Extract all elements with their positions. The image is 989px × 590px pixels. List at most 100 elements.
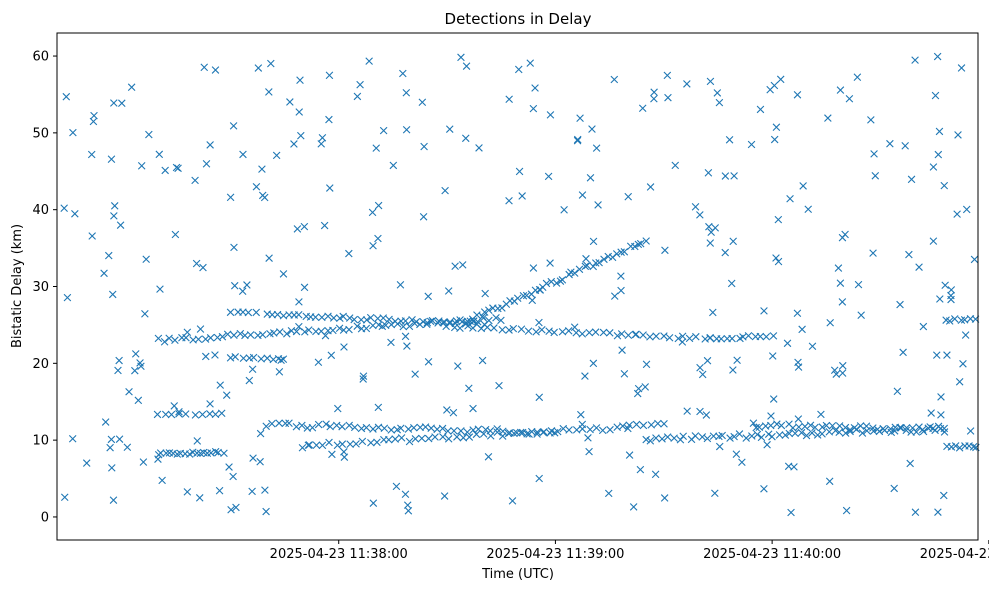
detection-marker bbox=[391, 317, 399, 326]
detection-marker bbox=[654, 419, 662, 428]
detection-marker bbox=[483, 323, 492, 332]
detection-marker bbox=[715, 442, 724, 451]
detection-marker bbox=[277, 356, 285, 364]
detection-marker bbox=[439, 433, 447, 441]
detection-marker bbox=[276, 328, 284, 336]
detection-marker bbox=[783, 339, 792, 348]
detection-marker bbox=[321, 331, 330, 340]
detection-marker bbox=[845, 94, 854, 103]
detection-marker bbox=[412, 318, 421, 326]
detection-marker bbox=[226, 354, 235, 362]
detection-marker bbox=[183, 328, 192, 337]
detection-marker bbox=[578, 330, 587, 338]
detection-marker bbox=[729, 366, 737, 374]
detection-marker bbox=[118, 99, 126, 108]
detection-marker bbox=[838, 369, 847, 377]
detection-marker bbox=[196, 325, 205, 333]
detection-marker bbox=[893, 387, 902, 396]
detection-marker bbox=[535, 393, 544, 402]
detection-marker bbox=[369, 241, 377, 250]
detection-marker bbox=[297, 131, 305, 140]
detection-marker bbox=[706, 239, 715, 247]
detection-marker bbox=[389, 161, 398, 170]
detection-marker bbox=[475, 144, 483, 152]
detection-marker bbox=[589, 262, 598, 271]
detection-marker bbox=[634, 240, 643, 249]
detection-marker bbox=[116, 221, 125, 229]
detection-marker bbox=[535, 474, 543, 483]
detection-marker bbox=[441, 186, 449, 195]
detection-marker bbox=[229, 472, 237, 481]
detection-marker bbox=[594, 201, 602, 209]
detection-marker bbox=[742, 434, 750, 442]
detection-marker bbox=[444, 287, 453, 295]
detection-marker bbox=[850, 424, 859, 432]
detection-marker bbox=[839, 361, 847, 370]
detection-marker bbox=[642, 360, 651, 369]
detection-marker bbox=[380, 424, 389, 433]
detection-marker bbox=[513, 429, 521, 437]
detection-marker bbox=[449, 408, 458, 417]
detection-marker bbox=[661, 246, 669, 255]
detection-marker bbox=[206, 334, 215, 342]
detection-marker bbox=[326, 422, 334, 431]
detection-marker bbox=[678, 338, 687, 346]
detection-marker bbox=[818, 423, 827, 431]
detection-marker bbox=[934, 150, 943, 159]
detection-marker bbox=[762, 332, 771, 341]
detection-marker bbox=[940, 428, 949, 436]
detection-marker bbox=[838, 298, 847, 306]
x-tick-label: 2025-04-23 11:39:00 bbox=[486, 547, 624, 562]
detection-marker bbox=[941, 281, 949, 290]
detection-marker bbox=[265, 254, 273, 262]
detection-marker bbox=[423, 320, 431, 329]
detection-marker bbox=[631, 330, 640, 339]
detection-marker bbox=[646, 437, 655, 445]
detection-marker bbox=[515, 167, 524, 176]
y-tick-label: 10 bbox=[32, 434, 49, 449]
detection-marker bbox=[890, 484, 898, 493]
detection-marker bbox=[636, 465, 645, 474]
detection-marker bbox=[873, 425, 882, 434]
detection-marker bbox=[396, 281, 405, 289]
detection-marker bbox=[206, 141, 214, 149]
detection-marker bbox=[279, 355, 288, 363]
detection-marker bbox=[955, 377, 964, 386]
detection-marker bbox=[931, 426, 939, 435]
detection-marker bbox=[753, 430, 762, 439]
detection-marker bbox=[553, 427, 562, 436]
detection-marker bbox=[896, 423, 904, 432]
detection-marker bbox=[444, 435, 453, 443]
detection-marker bbox=[931, 91, 940, 100]
detection-marker bbox=[104, 251, 113, 260]
detection-marker bbox=[862, 422, 871, 430]
detection-marker bbox=[728, 334, 736, 343]
detection-marker bbox=[756, 332, 765, 341]
detection-marker bbox=[155, 150, 164, 159]
detection-marker bbox=[564, 327, 573, 335]
detection-marker bbox=[68, 434, 77, 443]
detection-marker bbox=[747, 140, 756, 149]
detection-marker bbox=[211, 410, 220, 419]
detection-marker bbox=[578, 420, 587, 429]
detection-marker bbox=[573, 136, 582, 145]
detection-marker bbox=[191, 411, 200, 419]
y-axis: 0 10 20 30 40 50 60 bbox=[32, 50, 57, 525]
detection-marker bbox=[418, 434, 426, 443]
detection-marker bbox=[899, 348, 907, 357]
detection-marker bbox=[811, 423, 819, 432]
detection-marker bbox=[453, 433, 461, 441]
detection-marker bbox=[463, 428, 472, 436]
detection-marker bbox=[268, 419, 276, 428]
detection-marker bbox=[565, 426, 573, 434]
detection-marker bbox=[183, 488, 192, 496]
detection-marker bbox=[600, 255, 608, 264]
detection-marker bbox=[88, 232, 96, 240]
detection-marker bbox=[137, 162, 146, 170]
detection-marker bbox=[300, 283, 309, 292]
detection-marker bbox=[346, 440, 354, 448]
detection-marker bbox=[692, 332, 700, 341]
detection-marker bbox=[772, 123, 781, 131]
